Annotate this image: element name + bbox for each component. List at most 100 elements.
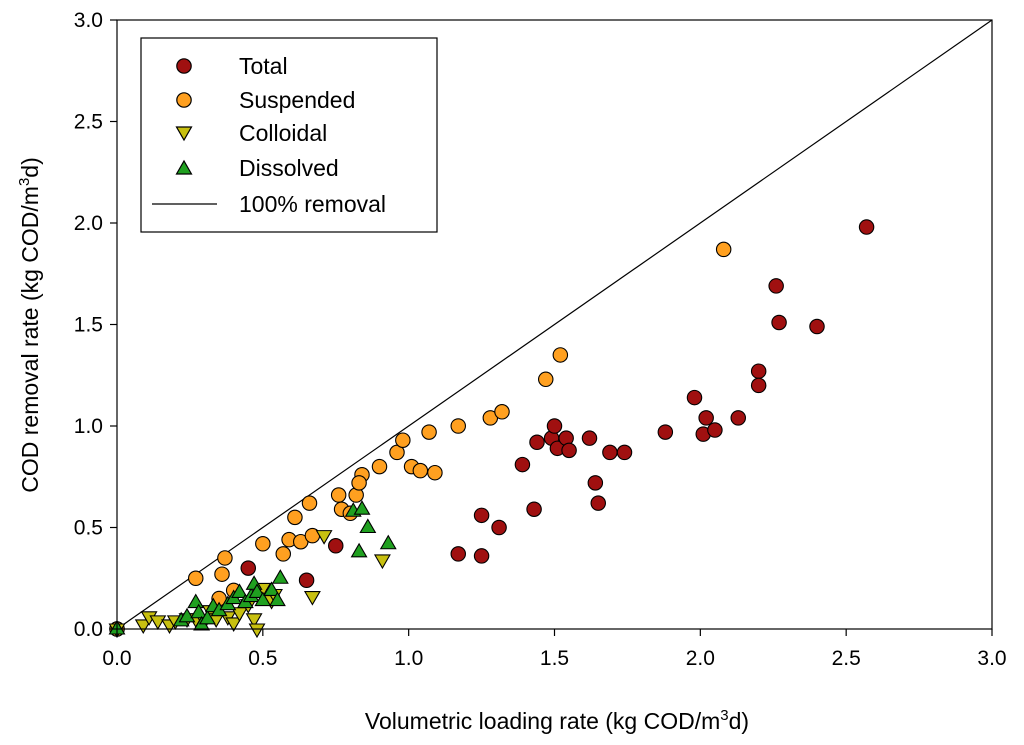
x-tick-label: 1.5 [540, 647, 569, 670]
data-point-total [298, 572, 315, 589]
legend: Total Suspended Colloidal Dissolved 100%… [140, 37, 438, 233]
data-point-suspended [537, 371, 554, 388]
data-point-dissolved [271, 569, 289, 584]
data-point-total [473, 548, 490, 564]
data-point-total [526, 501, 542, 517]
x-tick-label: 2.0 [686, 647, 715, 670]
data-point-suspended [371, 458, 388, 475]
legend-item-colloidal: Colloidal [175, 120, 327, 146]
data-point-colloidal [245, 613, 263, 628]
data-point-suspended [287, 509, 303, 526]
data-point-total [581, 430, 598, 446]
legend-marker-colloidal [175, 126, 193, 142]
data-point-total [514, 456, 531, 473]
legend-item-suspended: Suspended [176, 87, 355, 113]
data-point-total [686, 389, 703, 406]
legend-marker-dissolved [175, 159, 193, 175]
legend-label-total: Total [239, 53, 288, 79]
data-point-colloidal [248, 623, 266, 639]
data-point-total [771, 314, 787, 331]
data-point-total [602, 444, 618, 461]
x-tick-label: 0.0 [102, 647, 131, 670]
data-point-total [587, 475, 604, 491]
data-point-suspended [395, 432, 411, 448]
reference-line-100-percent [116, 19, 993, 630]
data-point-total [768, 278, 784, 294]
legend-item-reference: 100% removal [152, 191, 386, 217]
data-point-total [698, 410, 714, 426]
data-point-total [750, 377, 767, 394]
legend-item-dissolved: Dissolved [175, 155, 339, 181]
data-point-total [491, 519, 507, 536]
data-point-total [450, 546, 466, 562]
data-point-total [858, 219, 875, 235]
data-point-suspended [217, 550, 233, 566]
series-total [109, 219, 875, 637]
data-point-total [616, 444, 633, 461]
reference-line-layer [116, 19, 993, 630]
legend-label-dissolved: Dissolved [239, 155, 339, 181]
data-point-dissolved [268, 591, 286, 607]
y-tick-label: 0.5 [74, 517, 103, 540]
data-point-total [546, 418, 563, 434]
data-point-total [590, 495, 606, 511]
data-point-dissolved [379, 534, 397, 550]
data-point-dissolved [359, 518, 377, 534]
data-point-total [240, 560, 257, 576]
data-point-dissolved [263, 581, 281, 596]
data-point-dissolved [350, 542, 368, 558]
data-point-colloidal [134, 619, 152, 635]
data-point-colloidal [303, 590, 321, 606]
data-point-suspended [494, 404, 510, 420]
data-point-total [809, 318, 825, 335]
data-point-total [750, 363, 767, 379]
data-point-suspended [412, 462, 429, 479]
series-suspended [109, 241, 732, 637]
data-point-suspended [188, 570, 204, 586]
x-tick-label: 3.0 [977, 647, 1006, 670]
y-tick-label: 2.5 [74, 111, 103, 134]
data-point-dissolved [178, 607, 196, 623]
y-axis-title: COD removal rate (kg COD/m3d) [16, 157, 43, 493]
data-point-suspended [421, 424, 437, 440]
data-point-dissolved [187, 593, 205, 609]
data-point-total [327, 538, 344, 554]
data-point-suspended [255, 535, 271, 552]
data-point-suspended [301, 495, 318, 511]
data-point-total [529, 434, 545, 450]
data-point-suspended [450, 418, 466, 434]
legend-label-colloidal: Colloidal [239, 120, 327, 146]
data-point-suspended [351, 475, 367, 491]
data-point-colloidal [315, 530, 333, 545]
tick-marks [110, 19, 993, 636]
data-point-suspended [552, 347, 569, 363]
legend-label-suspended: Suspended [239, 87, 355, 113]
data-point-total [707, 422, 723, 438]
x-tick-label: 1.0 [394, 647, 423, 670]
data-point-suspended [214, 566, 230, 582]
tick-labels: 0.0 0.5 1.0 1.5 2.0 2.5 3.0 0.0 0.5 1.0 1.5 2.0 2.5 3… [74, 9, 1007, 670]
data-point-suspended [715, 241, 732, 258]
y-tick-label: 3.0 [74, 9, 103, 32]
data-point-dissolved [198, 609, 216, 625]
data-point-dissolved [353, 500, 371, 515]
legend-marker-total [176, 58, 192, 74]
x-tick-label: 2.5 [832, 647, 861, 670]
data-point-dissolved [245, 575, 263, 590]
data-point-suspended [330, 487, 347, 503]
legend-marker-suspended [176, 92, 192, 108]
data-points-layer [108, 219, 875, 639]
data-point-suspended [427, 464, 443, 481]
y-tick-label: 1.0 [74, 415, 103, 438]
data-point-dissolved [231, 583, 248, 599]
data-point-total [473, 507, 490, 524]
data-point-suspended [275, 546, 291, 562]
data-point-dissolved [190, 603, 208, 619]
data-point-colloidal [149, 615, 167, 630]
legend-item-total: Total [176, 53, 288, 79]
data-point-colloidal [225, 617, 243, 633]
x-tick-label: 0.5 [248, 647, 277, 670]
y-tick-label: 0.0 [74, 618, 103, 641]
data-point-dissolved [248, 583, 266, 599]
